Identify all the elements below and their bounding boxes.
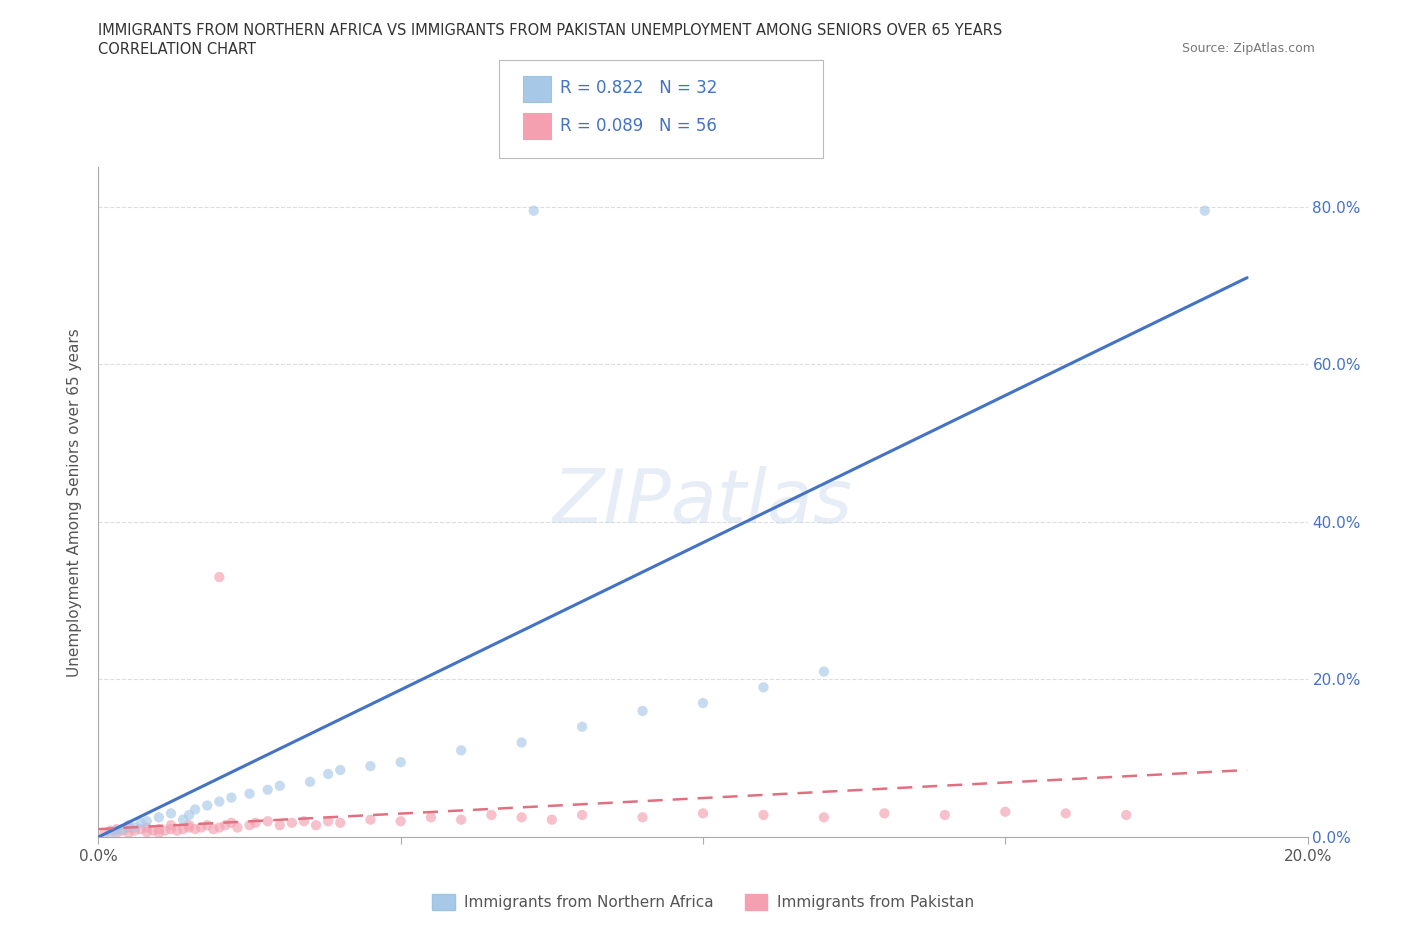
Point bbox=[269, 817, 291, 832]
Point bbox=[124, 823, 146, 838]
Point bbox=[692, 806, 714, 821]
Point bbox=[105, 823, 128, 838]
Point bbox=[129, 822, 152, 837]
Point bbox=[360, 759, 382, 774]
Point bbox=[166, 823, 188, 838]
Point bbox=[510, 735, 533, 750]
Point bbox=[256, 782, 278, 797]
Point bbox=[752, 680, 775, 695]
Point bbox=[389, 755, 412, 770]
Point bbox=[256, 814, 278, 829]
Point bbox=[202, 822, 225, 837]
Point bbox=[111, 823, 134, 838]
Point bbox=[873, 806, 896, 821]
Point bbox=[111, 822, 134, 837]
Point bbox=[540, 812, 562, 827]
Point bbox=[994, 804, 1017, 819]
Point bbox=[153, 823, 176, 838]
Point bbox=[510, 810, 533, 825]
Point bbox=[184, 822, 207, 837]
Point bbox=[934, 807, 956, 822]
Point bbox=[179, 807, 201, 822]
Point bbox=[239, 786, 262, 801]
Point bbox=[148, 822, 170, 837]
Point bbox=[523, 204, 546, 219]
Text: R = 0.822   N = 32: R = 0.822 N = 32 bbox=[560, 79, 717, 98]
Point bbox=[1194, 204, 1216, 219]
Point bbox=[292, 814, 315, 829]
Point bbox=[93, 826, 115, 841]
Point bbox=[172, 812, 194, 827]
Point bbox=[316, 814, 339, 829]
Point bbox=[481, 807, 503, 822]
Point bbox=[571, 807, 593, 822]
Point bbox=[1054, 806, 1077, 821]
Point bbox=[135, 825, 157, 840]
Point bbox=[208, 569, 231, 584]
Point bbox=[631, 810, 654, 825]
Point bbox=[105, 826, 128, 841]
Text: CORRELATION CHART: CORRELATION CHART bbox=[98, 42, 256, 57]
Point bbox=[208, 794, 231, 809]
Point bbox=[179, 817, 201, 832]
Point bbox=[148, 826, 170, 841]
Point bbox=[160, 806, 183, 821]
Point bbox=[221, 816, 243, 830]
Text: IMMIGRANTS FROM NORTHERN AFRICA VS IMMIGRANTS FROM PAKISTAN UNEMPLOYMENT AMONG S: IMMIGRANTS FROM NORTHERN AFRICA VS IMMIG… bbox=[98, 23, 1002, 38]
Point bbox=[214, 817, 236, 832]
Point bbox=[118, 826, 141, 841]
Point bbox=[389, 814, 412, 829]
Point bbox=[118, 820, 141, 835]
Point bbox=[135, 814, 157, 829]
Point bbox=[208, 820, 231, 835]
Point bbox=[631, 703, 654, 718]
Point bbox=[160, 817, 183, 832]
Point bbox=[195, 798, 218, 813]
Point bbox=[450, 812, 472, 827]
Point bbox=[100, 823, 122, 838]
Point bbox=[129, 816, 152, 830]
Point bbox=[813, 664, 835, 679]
Point bbox=[269, 778, 291, 793]
Point bbox=[142, 823, 165, 838]
Point bbox=[299, 775, 322, 790]
Text: R = 0.089   N = 56: R = 0.089 N = 56 bbox=[560, 116, 717, 135]
Point bbox=[148, 810, 170, 825]
Point bbox=[239, 817, 262, 832]
Point bbox=[184, 802, 207, 817]
Point bbox=[329, 763, 352, 777]
Point bbox=[450, 743, 472, 758]
Point bbox=[221, 790, 243, 805]
Point bbox=[245, 816, 267, 830]
Point bbox=[571, 719, 593, 734]
Point bbox=[118, 817, 141, 832]
Point bbox=[281, 816, 304, 830]
Point bbox=[1115, 807, 1137, 822]
Point bbox=[305, 817, 328, 832]
Text: Source: ZipAtlas.com: Source: ZipAtlas.com bbox=[1181, 42, 1315, 55]
Point bbox=[752, 807, 775, 822]
Point bbox=[160, 822, 183, 837]
Y-axis label: Unemployment Among Seniors over 65 years: Unemployment Among Seniors over 65 years bbox=[67, 328, 83, 677]
Point bbox=[179, 820, 201, 835]
Point bbox=[692, 696, 714, 711]
Point bbox=[124, 820, 146, 835]
Legend: Immigrants from Northern Africa, Immigrants from Pakistan: Immigrants from Northern Africa, Immigra… bbox=[426, 888, 980, 916]
Point bbox=[105, 822, 128, 837]
Point bbox=[172, 822, 194, 837]
Point bbox=[813, 810, 835, 825]
Point bbox=[195, 817, 218, 832]
Point bbox=[329, 816, 352, 830]
Point bbox=[420, 810, 443, 825]
Point bbox=[190, 820, 212, 835]
Point bbox=[135, 820, 157, 835]
Point bbox=[226, 820, 249, 835]
Point bbox=[100, 826, 122, 841]
Point bbox=[360, 812, 382, 827]
Point bbox=[316, 766, 339, 781]
Text: ZIPatlas: ZIPatlas bbox=[553, 466, 853, 538]
